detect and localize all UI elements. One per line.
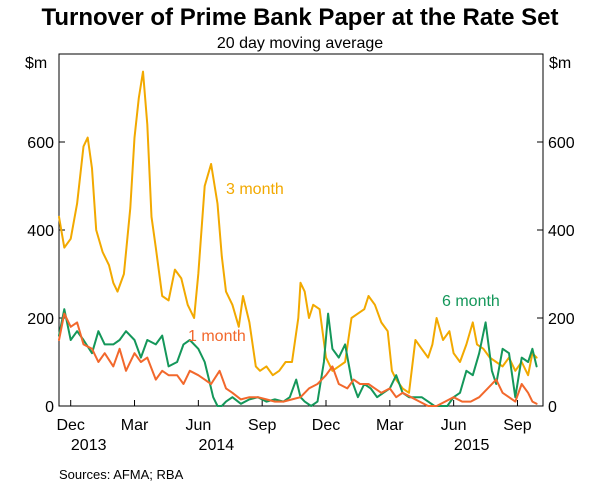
y-axis-left: 0 200 400 600 — [27, 135, 65, 416]
x-tick-label-month: Sep — [503, 417, 532, 434]
series-label-1-month: 1 month — [188, 328, 246, 345]
x-tick-label-month: Dec — [312, 417, 340, 434]
source-note: Sources: AFMA; RBA — [59, 467, 184, 482]
y-tick-label-left: 200 — [27, 311, 54, 328]
x-tick-label-year: 2015 — [454, 437, 490, 454]
x-tick-label-month: Sep — [248, 417, 277, 434]
y-tick-label-right: 200 — [548, 311, 575, 328]
series-label-6-month: 6 month — [442, 293, 500, 310]
x-tick-label-year: 2014 — [199, 437, 235, 454]
x-tick-label-month: Dec — [56, 417, 84, 434]
y-axis-right: 0 200 400 600 — [537, 135, 575, 416]
series-line-6-month — [58, 308, 538, 407]
y-tick-label-left: 400 — [27, 223, 54, 240]
y-tick-label-left: 600 — [27, 135, 54, 152]
series-line-1-month — [58, 312, 538, 407]
series-line-3-month — [58, 70, 538, 394]
y-tick-label-left: 0 — [45, 399, 54, 416]
y-tick-label-right: 600 — [548, 135, 575, 152]
x-tick-label-month: Jun — [185, 417, 211, 434]
y-axis-unit-left: $m — [25, 55, 47, 72]
x-tick-label-month: Jun — [441, 417, 467, 434]
y-axis-unit-right: $m — [549, 55, 571, 72]
y-tick-label-right: 400 — [548, 223, 575, 240]
series-lines — [58, 70, 538, 407]
plot-frame — [58, 53, 544, 407]
x-axis: Dec 2013 Mar Jun 2014 Sep Dec Mar Jun 2015 Sep — [56, 400, 532, 454]
x-tick-label-year: 2013 — [71, 437, 107, 454]
chart-subtitle: 20 day moving average — [217, 35, 383, 52]
x-tick-label-month: Mar — [376, 417, 404, 434]
x-tick-label-month: Mar — [121, 417, 149, 434]
chart-title: Turnover of Prime Bank Paper at the Rate… — [41, 4, 558, 31]
y-tick-label-right: 0 — [548, 399, 557, 416]
series-label-3-month: 3 month — [226, 181, 284, 198]
